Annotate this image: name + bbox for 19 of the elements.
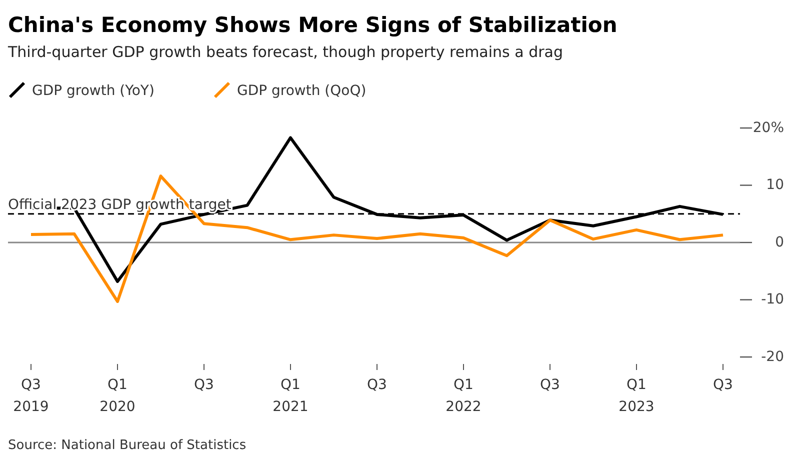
y-tick-label: 0 (775, 234, 784, 250)
chart-title: China's Economy Shows More Signs of Stabilization (8, 13, 618, 37)
x-tick-label: Q3 (194, 377, 214, 393)
legend-label: GDP growth (YoY) (32, 83, 154, 99)
y-tick-label: -10 (761, 292, 784, 308)
x-tick-label: Q3 2019 (13, 377, 49, 415)
y-tick-label: 10 (766, 177, 784, 194)
x-tick-label: Q3 (367, 377, 387, 393)
y-tick-label: 20% (752, 120, 784, 136)
x-tick-label: Q1 2022 (446, 377, 482, 415)
x-tick-label: Q1 2020 (100, 377, 136, 415)
x-tick-label: Q1 2023 (618, 377, 654, 415)
chart-subtitle: Third-quarter GDP growth beats forecast, though property remains a drag (7, 43, 563, 61)
source-note: Source: National Bureau of Statistics (8, 438, 246, 453)
x-tick-label: Q1 2021 (272, 377, 308, 415)
x-tick-label: Q3 (713, 377, 733, 393)
y-tick-label: -20 (761, 348, 784, 365)
legend-label: GDP growth (QoQ) (237, 83, 366, 99)
x-tick-label: Q3 (540, 377, 560, 393)
